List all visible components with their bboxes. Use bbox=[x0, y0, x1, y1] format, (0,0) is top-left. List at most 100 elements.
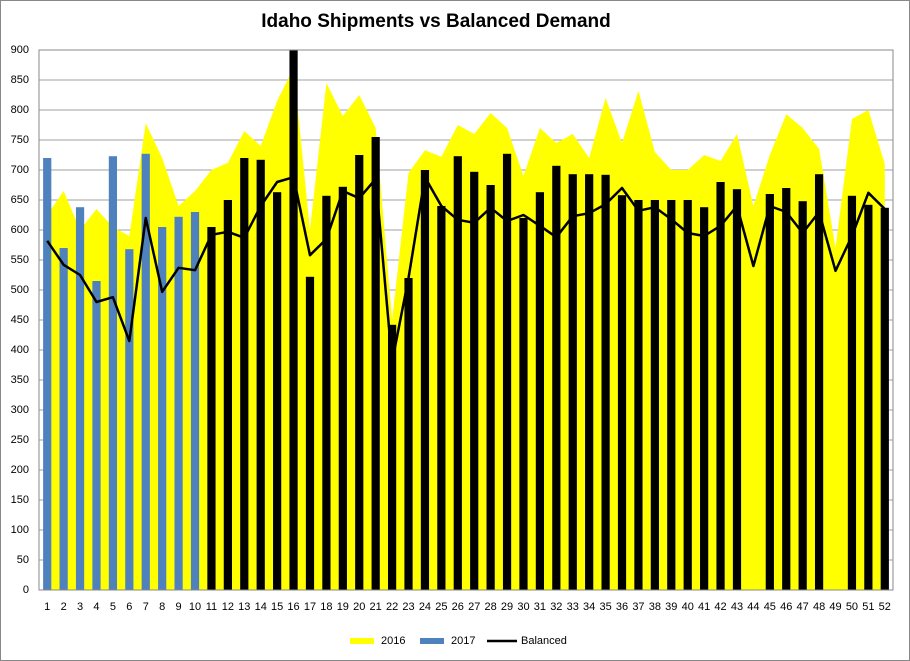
x-tick-label: 45 bbox=[764, 601, 776, 613]
bar bbox=[437, 206, 446, 590]
x-tick-label: 28 bbox=[485, 601, 497, 613]
x-tick-label: 30 bbox=[517, 601, 529, 613]
bar bbox=[190, 212, 200, 590]
bar bbox=[240, 158, 249, 590]
legend-swatch bbox=[420, 638, 444, 644]
bar bbox=[601, 174, 610, 591]
legend-label: Balanced bbox=[521, 635, 567, 647]
y-tick-label: 200 bbox=[11, 464, 29, 476]
plot-border bbox=[38, 49, 894, 591]
bar bbox=[322, 195, 331, 591]
y-tick-label: 300 bbox=[11, 404, 29, 416]
y-tick-label: 600 bbox=[11, 224, 29, 236]
y-tick-label: 450 bbox=[11, 314, 29, 326]
bar bbox=[716, 182, 725, 590]
bar bbox=[355, 155, 364, 590]
bar bbox=[798, 201, 807, 590]
x-tick-label: 51 bbox=[862, 601, 874, 613]
bar bbox=[371, 137, 380, 590]
y-tick-label: 900 bbox=[11, 44, 29, 56]
x-tick-label: 6 bbox=[126, 601, 132, 613]
x-tick-label: 22 bbox=[386, 601, 398, 613]
bar bbox=[585, 174, 594, 590]
x-tick-label: 1 bbox=[44, 601, 50, 613]
x-tick-label: 43 bbox=[731, 601, 743, 613]
x-tick-label: 5 bbox=[110, 601, 116, 613]
x-tick-label: 33 bbox=[567, 601, 579, 613]
bar bbox=[158, 227, 167, 590]
bar bbox=[552, 165, 561, 591]
bar bbox=[404, 278, 413, 590]
x-tick-label: 13 bbox=[238, 601, 250, 613]
x-tick-label: 38 bbox=[649, 601, 661, 613]
x-tick-label: 20 bbox=[353, 601, 365, 613]
bar bbox=[387, 324, 397, 590]
x-tick-label: 32 bbox=[550, 601, 562, 613]
bar bbox=[273, 192, 282, 590]
x-tick-label: 24 bbox=[419, 601, 431, 613]
x-tick-label: 7 bbox=[143, 601, 149, 613]
x-tick-label: 19 bbox=[337, 601, 349, 613]
bar bbox=[700, 207, 709, 590]
x-tick-label: 2 bbox=[61, 601, 67, 613]
bar bbox=[207, 227, 216, 590]
bar bbox=[92, 281, 101, 590]
bar bbox=[568, 174, 577, 590]
bar bbox=[108, 156, 118, 590]
x-tick-label: 48 bbox=[813, 601, 825, 613]
y-tick-label: 250 bbox=[11, 434, 29, 446]
x-tick-label: 9 bbox=[176, 601, 182, 613]
x-tick-label: 10 bbox=[189, 601, 201, 613]
bar bbox=[141, 153, 150, 591]
bar bbox=[847, 195, 857, 591]
x-tick-label: 39 bbox=[665, 601, 677, 613]
x-tick-label: 29 bbox=[501, 601, 513, 613]
x-tick-label: 40 bbox=[682, 601, 694, 613]
bar bbox=[59, 248, 68, 590]
y-tick-label: 750 bbox=[11, 134, 29, 146]
bar bbox=[486, 185, 495, 590]
x-tick-label: 12 bbox=[222, 601, 234, 613]
bar bbox=[289, 50, 298, 590]
bar bbox=[732, 189, 742, 590]
x-tick-label: 16 bbox=[287, 601, 299, 613]
x-tick-label: 8 bbox=[159, 601, 165, 613]
x-tick-label: 37 bbox=[632, 601, 644, 613]
bar bbox=[782, 188, 791, 590]
x-tick-label: 27 bbox=[468, 601, 480, 613]
x-tick-label: 49 bbox=[829, 601, 841, 613]
bar bbox=[256, 159, 265, 591]
line bbox=[46, 175, 886, 364]
y-tick-label: 150 bbox=[11, 494, 29, 506]
y-tick-label: 350 bbox=[11, 374, 29, 386]
bar bbox=[502, 153, 512, 591]
bar bbox=[305, 276, 315, 590]
bar bbox=[43, 158, 52, 590]
y-tick-label: 550 bbox=[11, 254, 29, 266]
x-tick-label: 34 bbox=[583, 601, 595, 613]
bar bbox=[667, 200, 676, 590]
x-tick-label: 11 bbox=[206, 601, 217, 613]
bar bbox=[765, 194, 774, 590]
bar bbox=[814, 174, 824, 590]
bar bbox=[634, 200, 643, 590]
legend-label: 2016 bbox=[381, 635, 405, 647]
x-tick-label: 17 bbox=[304, 601, 316, 613]
bar bbox=[174, 216, 183, 591]
x-tick-label: 15 bbox=[271, 601, 283, 613]
x-tick-label: 42 bbox=[714, 601, 726, 613]
bar bbox=[470, 171, 479, 591]
bar bbox=[683, 200, 692, 590]
y-tick-label: 650 bbox=[11, 194, 29, 206]
y-tick-label: 850 bbox=[11, 74, 29, 86]
legend-swatch bbox=[350, 638, 374, 644]
y-tick-label: 800 bbox=[11, 104, 29, 116]
x-tick-label: 41 bbox=[698, 601, 710, 613]
y-tick-label: 400 bbox=[11, 344, 29, 356]
x-tick-label: 4 bbox=[93, 601, 99, 613]
x-tick-label: 26 bbox=[452, 601, 464, 613]
x-tick-label: 14 bbox=[255, 601, 267, 613]
chart-title: Idaho Shipments vs Balanced Demand bbox=[261, 11, 610, 32]
x-tick-label: 35 bbox=[599, 601, 611, 613]
